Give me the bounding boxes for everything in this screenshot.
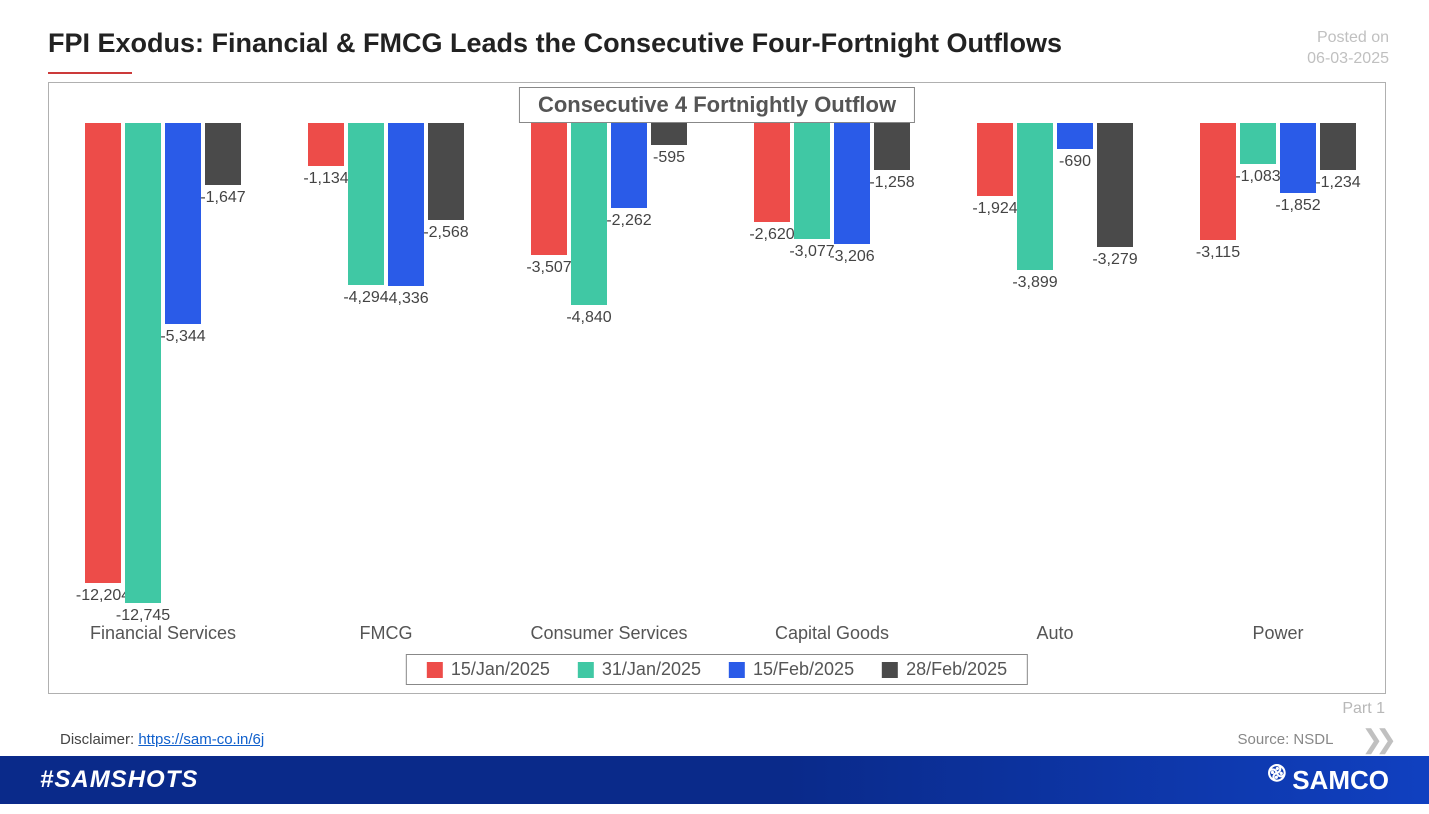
bar <box>428 123 464 220</box>
legend-item: 15/Jan/2025 <box>427 659 550 680</box>
bar <box>977 123 1013 196</box>
source-text: Source: NSDL <box>1238 731 1334 748</box>
legend: 15/Jan/2025 31/Jan/2025 15/Feb/2025 28/Feb/… <box>406 654 1028 685</box>
bar <box>1097 123 1133 247</box>
legend-label: 28/Feb/2025 <box>906 659 1007 680</box>
bar-value-label: -3,279 <box>1092 251 1137 269</box>
category-label: Consumer Services <box>530 623 687 644</box>
legend-swatch <box>882 662 898 678</box>
bar-group: -1,924 -3,899 -690 -3,279 <box>957 123 1157 613</box>
legend-swatch <box>427 662 443 678</box>
category-label: FMCG <box>360 623 413 644</box>
legend-item: 31/Jan/2025 <box>578 659 701 680</box>
bar <box>1057 123 1093 149</box>
posted-date: 06-03-2025 <box>1307 49 1389 70</box>
page-title: FPI Exodus: Financial & FMCG Leads the C… <box>48 28 1062 59</box>
bar <box>1320 123 1356 170</box>
title-underline <box>48 72 132 74</box>
chart-container: Consecutive 4 Fortnightly Outflow -12,20… <box>48 82 1386 694</box>
bar <box>308 123 344 166</box>
category-label: Financial Services <box>90 623 236 644</box>
disclaimer-prefix: Disclaimer: <box>60 731 138 748</box>
bar <box>834 123 870 244</box>
bar <box>388 123 424 286</box>
bar <box>611 123 647 208</box>
bar-value-label: -3,507 <box>526 259 571 277</box>
bar-value-label: -3,115 <box>1196 244 1240 262</box>
bar-value-label: -3,077 <box>789 243 834 261</box>
bar <box>85 123 121 583</box>
hashtag: #SAMSHOTS <box>40 766 198 794</box>
chart-subtitle: Consecutive 4 Fortnightly Outflow <box>519 87 915 123</box>
bar <box>874 123 910 170</box>
bar-value-label: -690 <box>1059 153 1091 171</box>
legend-item: 28/Feb/2025 <box>882 659 1007 680</box>
bar <box>651 123 687 145</box>
bar <box>794 123 830 239</box>
disclaimer-link[interactable]: https://sam-co.in/6j <box>138 731 264 748</box>
bar-group: -2,620-3,077-3,206 -1,258 <box>734 123 934 613</box>
bar-value-label: -2,620 <box>749 226 794 244</box>
bar <box>1200 123 1236 240</box>
legend-item: 15/Feb/2025 <box>729 659 854 680</box>
footer-row: Disclaimer: https://sam-co.in/6j Source:… <box>60 724 1389 755</box>
bar-value-label: -3,206 <box>829 248 874 266</box>
posted-block: Posted on 06-03-2025 <box>1307 28 1389 70</box>
bar-value-label: -1,083 <box>1235 168 1280 186</box>
bar <box>1240 123 1276 164</box>
bar <box>754 123 790 222</box>
bar-value-label: -595 <box>653 149 685 167</box>
brand-logo: ࿌ SAMCO <box>1267 747 1389 814</box>
bar <box>1017 123 1053 270</box>
category-axis: Financial Services FMCG Consumer Services C… <box>49 623 1385 649</box>
bar-value-label: -1,647 <box>200 189 245 207</box>
bar-value-label: -1,234 <box>1315 174 1360 192</box>
bar-value-label: -4,294 <box>343 289 388 307</box>
posted-label: Posted on <box>1307 28 1389 49</box>
bar <box>205 123 241 185</box>
legend-swatch <box>578 662 594 678</box>
bar <box>571 123 607 305</box>
bar-value-label: -1,258 <box>869 174 914 192</box>
category-label: Auto <box>1036 623 1073 644</box>
part-label: Part 1 <box>1342 700 1385 718</box>
bar-group: -3,115 -1,083 -1,852 -1,234 <box>1180 123 1380 613</box>
legend-label: 15/Feb/2025 <box>753 659 854 680</box>
bar-group: -1,134 -4,294-4,336 -2,568 <box>288 123 488 613</box>
bar-value-label: -1,134 <box>303 170 348 188</box>
bar-group: -3,507 -4,840 -2,262 -595 <box>511 123 711 613</box>
bar <box>531 123 567 255</box>
bar-value-label: -1,852 <box>1275 197 1320 215</box>
bar <box>1280 123 1316 193</box>
bar-value-label: -4,336 <box>383 290 428 308</box>
legend-label: 15/Jan/2025 <box>451 659 550 680</box>
plot-area: -12,204-12,745-5,344-1,647-1,134-4,294-4… <box>49 123 1385 613</box>
bar-value-label: -2,568 <box>423 224 468 242</box>
bar-value-label: -5,344 <box>160 328 205 346</box>
bar-value-label: -1,924 <box>972 200 1017 218</box>
category-label: Capital Goods <box>775 623 889 644</box>
legend-label: 31/Jan/2025 <box>602 659 701 680</box>
bar-value-label: -2,262 <box>606 212 651 230</box>
bar <box>125 123 161 603</box>
bar-group: -12,204-12,745-5,344-1,647 <box>65 123 265 613</box>
bar-value-label: -3,899 <box>1012 274 1057 292</box>
category-label: Power <box>1252 623 1303 644</box>
bar-value-label: -4,840 <box>566 309 611 327</box>
brand-icon: ࿌ <box>1267 747 1286 814</box>
bottom-bar: #SAMSHOTS ࿌ SAMCO <box>0 756 1429 804</box>
legend-swatch <box>729 662 745 678</box>
bar-value-label: -12,204 <box>76 587 130 605</box>
bar <box>348 123 384 285</box>
disclaimer: Disclaimer: https://sam-co.in/6j <box>60 731 264 748</box>
brand-text: SAMCO <box>1292 765 1389 796</box>
bar <box>165 123 201 324</box>
